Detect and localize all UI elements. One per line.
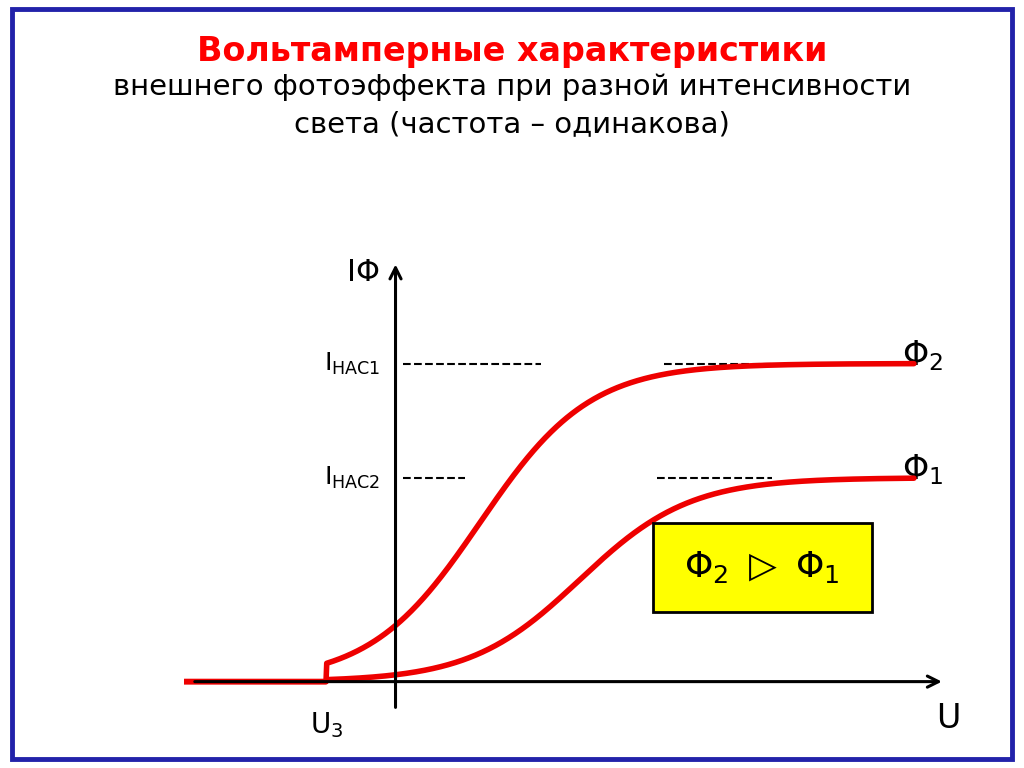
Text: внешнего фотоэффекта при разной интенсивности
света (частота – одинакова): внешнего фотоэффекта при разной интенсив… [113,73,911,137]
Text: $\Phi_2\ \triangleright\ \Phi_1$: $\Phi_2\ \triangleright\ \Phi_1$ [684,549,840,585]
FancyBboxPatch shape [653,522,871,612]
Text: U$_3$: U$_3$ [309,710,343,740]
Text: Вольтамперные характеристики: Вольтамперные характеристики [197,35,827,68]
Text: I$_{\mathsf{НАС2}}$: I$_{\mathsf{НАС2}}$ [324,465,380,491]
Text: $\Phi_2$: $\Phi_2$ [902,338,944,372]
Text: U: U [936,702,961,735]
Text: $\Phi_1$: $\Phi_1$ [902,452,944,487]
Text: IΦ: IΦ [347,257,380,286]
Text: I$_{\mathsf{НАС1}}$: I$_{\mathsf{НАС1}}$ [324,350,380,376]
